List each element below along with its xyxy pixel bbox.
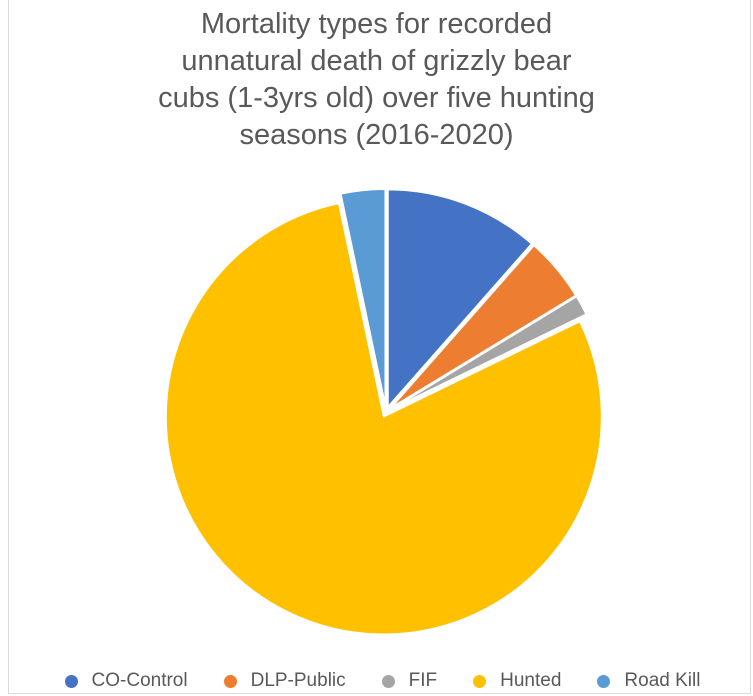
legend-label: Hunted (500, 670, 562, 691)
legend-marker-icon (597, 674, 611, 688)
legend-label: CO-Control (91, 670, 188, 691)
pie-slice-hunted (164, 201, 603, 636)
pie-slice-co-control (386, 188, 534, 410)
chart-title-line-2: unnatural death of grizzly bear (181, 45, 572, 77)
legend-label: DLP-Public (250, 670, 346, 691)
legend-item-fif: FIF (381, 670, 438, 692)
pie-slice-dlp-public (389, 243, 578, 410)
chart-title-line-4: seasons (2016-2020) (239, 119, 514, 151)
chart-legend: CO-Control DLP-Public FIF Hunted Road Kill (0, 670, 753, 692)
legend-item-co-control: CO-Control (64, 670, 188, 692)
legend-marker-icon (473, 674, 487, 688)
legend-label: FIF (408, 670, 438, 691)
legend-marker-icon (64, 674, 78, 688)
legend-item-dlp-public: DLP-Public (223, 670, 346, 692)
legend-item-hunted: Hunted (473, 670, 561, 692)
legend-label: Road Kill (624, 670, 701, 691)
legend-marker-icon (381, 674, 395, 688)
chart-title-line-1: Mortality types for recorded (200, 8, 553, 40)
legend-item-road-kill: Road Kill (597, 670, 700, 692)
chart-title-line-3: cubs (1-3yrs old) over five hunting (158, 82, 595, 114)
legend-marker-icon (223, 674, 237, 688)
chart-title: Mortality types for recorded unnatural d… (0, 6, 753, 154)
pie-slice-road-kill (339, 188, 387, 408)
pie-slice-fif (389, 294, 588, 411)
